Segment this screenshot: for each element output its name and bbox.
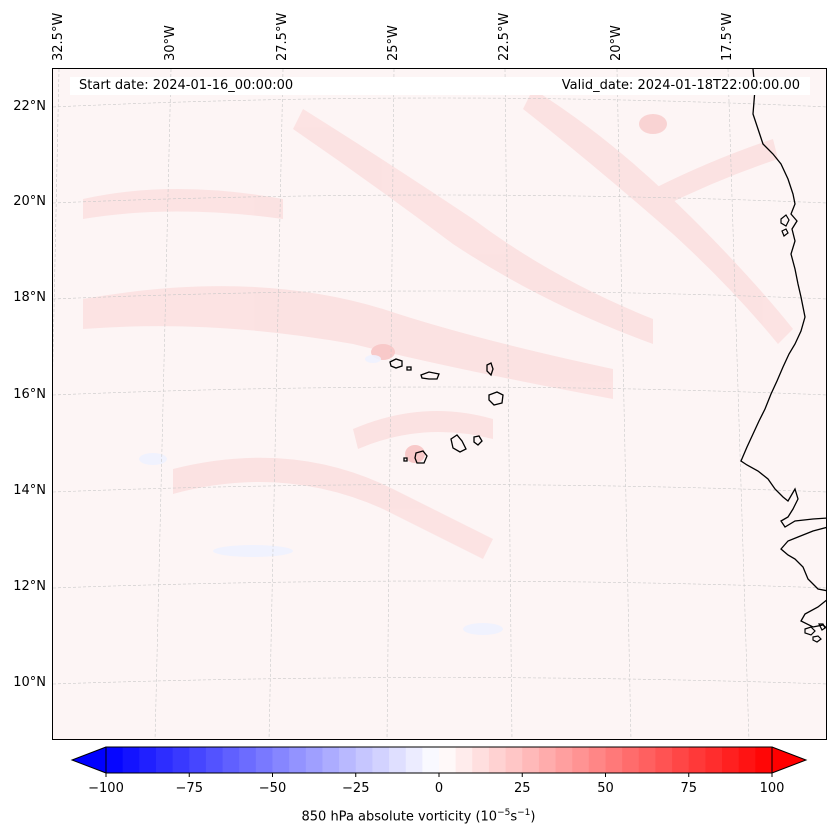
colorbar-cell [755,747,773,773]
colorbar-cell [389,747,407,773]
colorbar-cell [472,747,490,773]
colorbar-cell [106,747,124,773]
vorticity-field [53,69,826,739]
longitude-label: 22.5°W [497,12,512,61]
colorbar-cell [189,747,207,773]
colorbar-tick-label: 50 [597,781,614,796]
colorbar-cell [672,747,690,773]
longitude-label: 17.5°W [720,12,735,61]
colorbar-cell [538,747,557,773]
colorbar-cell [622,747,640,773]
longitude-label: 32.5°W [51,12,66,61]
colorbar-cell [505,747,523,773]
latitude-label: 14°N [13,483,46,498]
colorbar-cell [705,747,723,773]
colorbar-tick-label: 75 [680,781,698,796]
africa-coastline [740,69,826,528]
graticule [53,69,826,739]
colorbar-cell [305,747,323,773]
colorbar-cell [222,747,240,773]
colorbar-cell [205,747,224,773]
colorbar-cell [439,747,457,773]
colorbar-cell [605,747,623,773]
colorbar-cell [322,747,340,773]
colorbar-high-extension [772,747,806,773]
colorbar-cell [139,747,157,773]
colorbar-cell [522,747,540,773]
latitude-label: 22°N [13,99,46,114]
latitude-label: 18°N [13,290,46,305]
colorbar-cell [688,747,706,773]
colorbar-low-extension [72,747,106,773]
longitude-label: 25°W [386,25,401,61]
colorbar-cell [588,747,606,773]
start-date-label: Start date: 2024-01-16_00:00:00 [79,78,294,93]
colorbar-cell [372,747,390,773]
colorbar-outline [105,746,773,774]
colorbar-cell [722,747,740,773]
colorbar-tick-label: −25 [342,781,370,796]
date-info-bar [70,77,810,95]
colorbar-cell [572,747,590,773]
colorbar-cell [638,747,656,773]
colorbar-cell [405,747,423,773]
map-panel [52,68,827,740]
valid-date-label: Valid_date: 2024-01-18T22:00:00.00 [561,78,800,93]
latitude-label: 10°N [13,675,46,690]
colorbar-tick-label: 0 [434,781,444,796]
colorbar-cell [289,747,307,773]
senegal-coast [780,526,826,592]
colorbar-cell [355,747,373,773]
bijagos-islands [804,623,826,643]
arguin-islands [780,214,790,237]
colorbar-cell [172,747,190,773]
vorticity-minima [139,355,503,635]
longitude-label: 20°W [609,25,624,61]
colorbar-cell [655,747,673,773]
cape-verde-islands [389,358,504,464]
colorbar-cell [738,747,756,773]
colorbar-tick-label: −100 [88,781,124,796]
longitude-label: 27.5°W [275,12,290,61]
colorbar-ticks [105,773,773,777]
latitude-label: 16°N [13,387,46,402]
colorbar-cell [555,747,573,773]
colorbar-title: 850 hPa absolute vorticity (10−5s−1) [301,808,536,825]
colorbar-tick-label: −75 [175,781,203,796]
vorticity-patches [83,89,793,559]
colorbar-cell [255,747,273,773]
colorbar-cell [422,747,440,773]
colorbar-cell [488,747,507,773]
colorbar-cell [239,747,257,773]
colorbar-cell [272,747,290,773]
colorbar-tick-label: −50 [258,781,287,796]
colorbar-cell [155,747,174,773]
colorbar-tick-label: 100 [759,781,785,796]
colorbar-cell [339,747,357,773]
colorbar-cell [122,747,140,773]
latitude-label: 20°N [13,194,46,209]
latitude-label: 12°N [13,579,46,594]
colorbar-cells [106,747,773,773]
colorbar-cell [455,747,473,773]
longitude-label: 30°W [163,25,178,61]
colorbar-tick-label: 25 [513,781,531,796]
